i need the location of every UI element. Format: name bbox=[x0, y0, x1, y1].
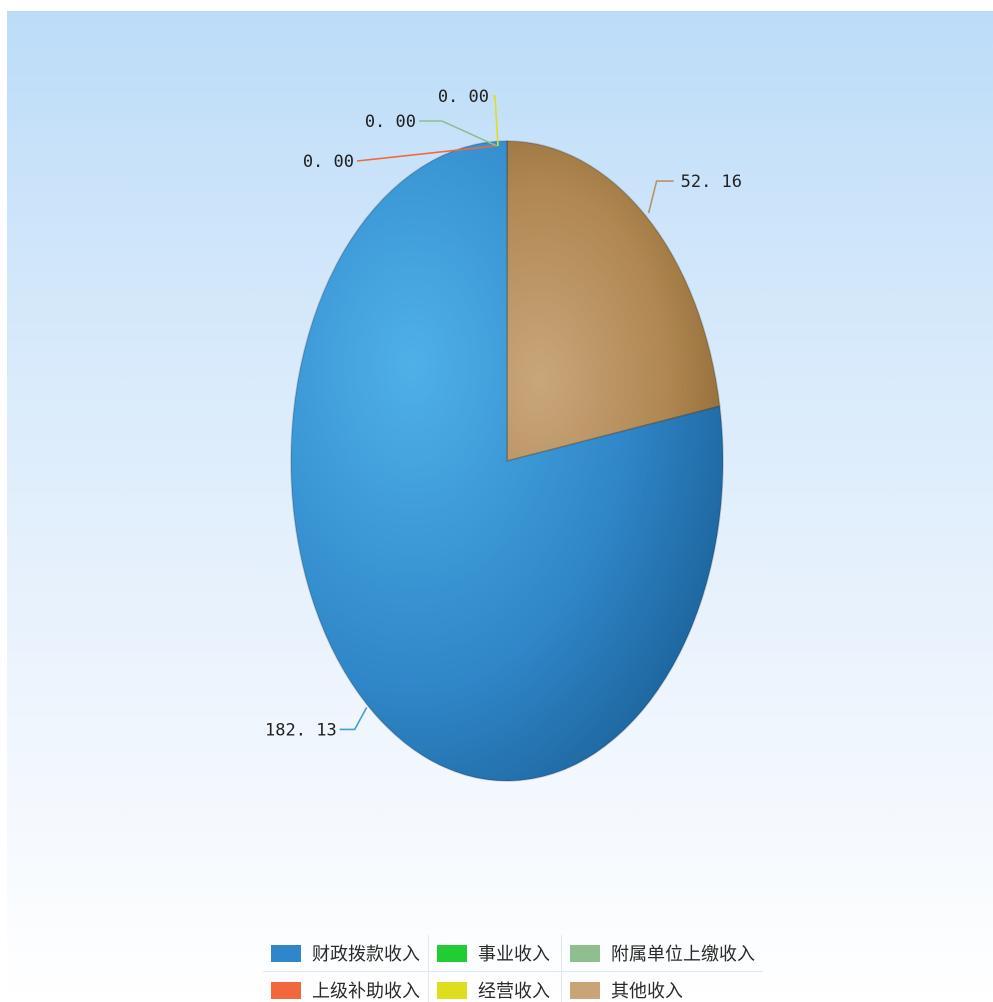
legend-swatch bbox=[437, 944, 467, 962]
legend-swatch bbox=[570, 944, 600, 962]
chart-area: 182. 13 0. 00 0. 00 0. 00 52. 16 财政拨款收入 事业收入… bbox=[7, 11, 993, 1002]
data-label-5: 52. 16 bbox=[681, 172, 742, 192]
leader-line-5 bbox=[647, 180, 674, 214]
legend-label: 经营收入 bbox=[478, 981, 550, 1002]
legend-item-qita[interactable]: 其他收入 bbox=[561, 972, 763, 1002]
legend-swatch bbox=[271, 981, 301, 999]
data-label-0: 182. 13 bbox=[265, 720, 337, 740]
data-label-3: 0. 00 bbox=[303, 152, 354, 172]
legend-row: 财政拨款收入 事业收入 附属单位上缴收入 bbox=[263, 935, 763, 971]
leader-line-3 bbox=[356, 145, 496, 162]
legend-label: 事业收入 bbox=[478, 944, 550, 965]
legend-item-shiye[interactable]: 事业收入 bbox=[428, 935, 561, 971]
legend-label: 财政拨款收入 bbox=[312, 944, 420, 965]
data-label-2: 0. 00 bbox=[365, 112, 416, 132]
leader-line-4 bbox=[493, 95, 499, 147]
legend-item-jingying[interactable]: 经营收入 bbox=[428, 972, 561, 1002]
legend-label: 附属单位上缴收入 bbox=[611, 944, 755, 965]
leader-line-0 bbox=[339, 707, 368, 731]
pie-slice-5[interactable] bbox=[506, 140, 721, 462]
legend-swatch bbox=[570, 981, 600, 999]
legend-item-caizheng[interactable]: 财政拨款收入 bbox=[263, 935, 428, 971]
legend-swatch bbox=[271, 944, 301, 962]
data-label-4: 0. 00 bbox=[438, 87, 489, 107]
legend: 财政拨款收入 事业收入 附属单位上缴收入 上级补助收入 经营收入 其他 bbox=[263, 935, 763, 1002]
leader-line-2 bbox=[419, 120, 498, 147]
legend-row: 上级补助收入 经营收入 其他收入 bbox=[263, 971, 763, 1002]
pie-slice-0[interactable] bbox=[290, 140, 724, 782]
legend-label: 其他收入 bbox=[611, 981, 683, 1002]
legend-item-fushu[interactable]: 附属单位上缴收入 bbox=[561, 935, 763, 971]
pie-chart: 182. 13 0. 00 0. 00 0. 00 52. 16 bbox=[265, 87, 742, 782]
legend-item-shangji[interactable]: 上级补助收入 bbox=[263, 972, 428, 1002]
legend-label: 上级补助收入 bbox=[312, 981, 420, 1002]
legend-swatch bbox=[437, 981, 467, 999]
